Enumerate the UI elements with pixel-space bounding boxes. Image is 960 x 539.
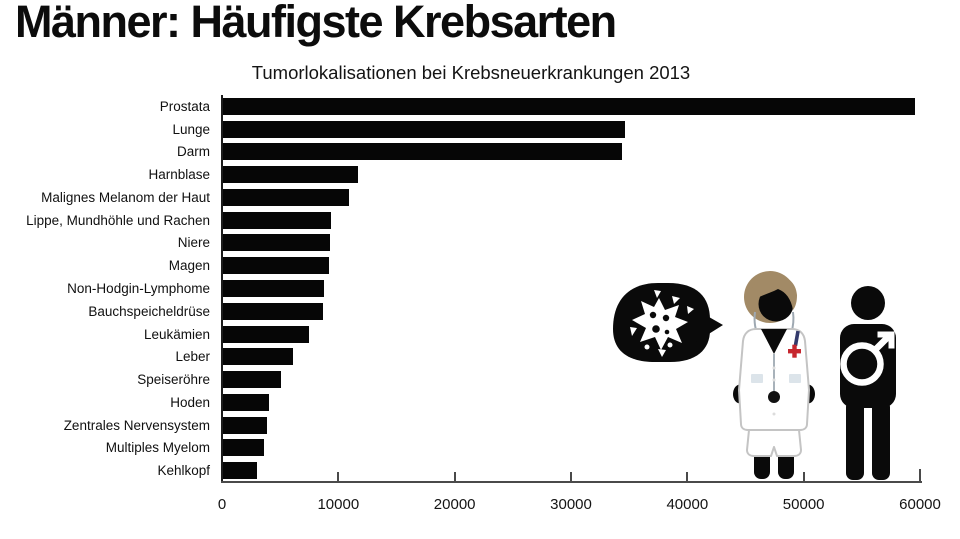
- category-label: Magen: [168, 258, 210, 274]
- chart-row: Lunge: [0, 118, 920, 141]
- bar-track: [222, 254, 920, 277]
- bar-track: [222, 118, 920, 141]
- x-axis-line: [221, 481, 922, 483]
- x-axis-tick-label: 50000: [782, 496, 825, 513]
- category-label: Lippe, Mundhöhle und Rachen: [26, 212, 210, 228]
- bar: [222, 416, 268, 434]
- bar-track: [222, 368, 920, 391]
- bar: [222, 211, 332, 229]
- chart-row: Zentrales Nervensystem: [0, 414, 920, 437]
- y-axis-line: [221, 95, 223, 483]
- bar: [222, 97, 916, 115]
- bar: [222, 166, 359, 184]
- bar: [222, 393, 269, 411]
- chart-row: Bauchspeicheldrüse: [0, 300, 920, 323]
- chart-row: Niere: [0, 232, 920, 255]
- bar: [222, 348, 293, 366]
- page-title: Männer: Häufigste Krebsarten: [15, 0, 617, 47]
- chart-row: Hoden: [0, 391, 920, 414]
- bar-track: [222, 414, 920, 437]
- chart-rows: Prostata Lunge Darm Harnblase Malignes Melan…: [0, 95, 920, 482]
- bar-track: [222, 163, 920, 186]
- bar-track: [222, 141, 920, 164]
- bar-track: [222, 436, 920, 459]
- chart-row: Leukämien: [0, 323, 920, 346]
- x-axis-tick-label: 10000: [317, 496, 360, 513]
- bar-track: [222, 232, 920, 255]
- bar: [222, 280, 325, 297]
- chart-row: Harnblase: [0, 163, 920, 186]
- chart-subtitle: Tumorlokalisationen bei Krebsneuerkranku…: [251, 62, 691, 83]
- bar: [222, 439, 264, 457]
- category-label: Zentrales Nervensystem: [63, 417, 210, 433]
- category-label: Bauchspeicheldrüse: [88, 303, 210, 319]
- bar: [222, 257, 330, 275]
- bar: [222, 302, 324, 320]
- bar: [222, 234, 331, 252]
- x-axis-tick-label: 30000: [550, 496, 592, 513]
- bar-track: [222, 209, 920, 232]
- x-axis-tick-label: 0: [217, 496, 227, 513]
- bar: [222, 325, 310, 343]
- chart-row: Kehlkopf: [0, 459, 920, 482]
- bar-track: [222, 391, 920, 414]
- bar: [222, 462, 257, 480]
- category-label: Niere: [177, 235, 210, 251]
- category-label: Speiseröhre: [137, 372, 210, 388]
- category-label: Harnblase: [148, 167, 210, 183]
- chart-row: Non-Hodgin-Lymphome: [0, 277, 920, 300]
- chart-row: Prostata: [0, 95, 920, 118]
- chart-row: Leber: [0, 345, 920, 368]
- bar-track: [222, 345, 920, 368]
- category-label: Leukämien: [143, 326, 210, 342]
- bar-track: [222, 300, 920, 323]
- category-label: Lunge: [172, 121, 210, 137]
- bar-track: [222, 95, 920, 118]
- x-axis-tick-label: 40000: [666, 496, 709, 513]
- bar-track: [222, 186, 920, 209]
- bar: [222, 371, 282, 389]
- x-axis-tick-label: 60000: [899, 496, 941, 513]
- bar: [222, 143, 623, 161]
- x-axis-tick-label: 20000: [433, 496, 476, 513]
- category-label: Hoden: [170, 394, 210, 410]
- chart-row: Multiples Myelom: [0, 436, 920, 459]
- category-label: Prostata: [159, 98, 210, 114]
- chart-row: Malignes Melanom der Haut: [0, 186, 920, 209]
- bar-track: [222, 277, 920, 300]
- bar-track: [222, 459, 920, 482]
- category-label: Non-Hodgin-Lymphome: [67, 281, 210, 296]
- category-label: Malignes Melanom der Haut: [41, 189, 210, 205]
- chart-row: Darm: [0, 141, 920, 164]
- chart-row: Magen: [0, 254, 920, 277]
- category-label: Leber: [175, 349, 210, 365]
- chart-row: Lippe, Mundhöhle und Rachen: [0, 209, 920, 232]
- chart-row: Speiseröhre: [0, 368, 920, 391]
- category-label: Kehlkopf: [157, 463, 210, 479]
- category-label: Darm: [177, 144, 210, 160]
- bar: [222, 188, 349, 206]
- bar-track: [222, 323, 920, 346]
- category-label: Multiples Myelom: [105, 440, 210, 456]
- bar: [222, 120, 625, 138]
